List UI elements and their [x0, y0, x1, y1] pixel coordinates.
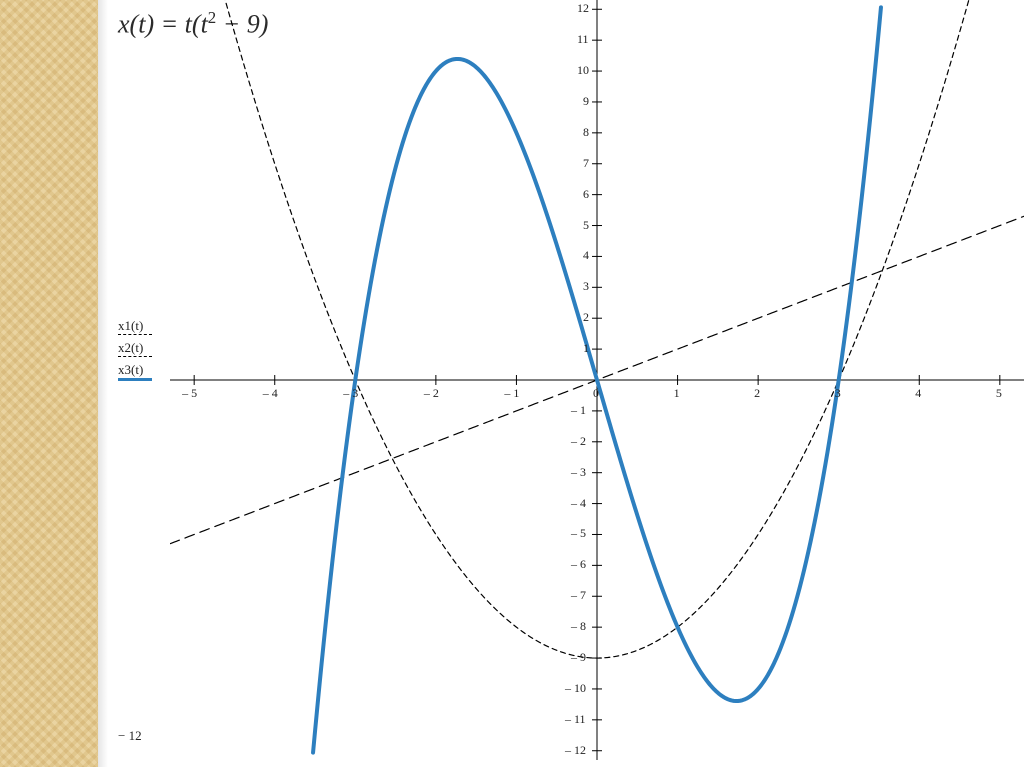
y-tick-label: – 11 — [565, 712, 586, 727]
y-tick-label: 11 — [577, 32, 589, 47]
legend-label: x3(t) — [118, 362, 143, 378]
y-tick-label: – 8 — [571, 619, 586, 634]
y-tick-label: – 5 — [571, 526, 586, 541]
y-tick-label: 7 — [583, 156, 589, 171]
series-legend: x1(t) x2(t) x3(t) — [118, 318, 152, 384]
legend-label: x1(t) — [118, 318, 143, 334]
x-tick-label: – 4 — [263, 386, 278, 401]
legend-row: x1(t) — [118, 318, 152, 340]
legend-row: x2(t) — [118, 340, 152, 362]
x-tick-label: 1 — [674, 386, 680, 401]
x-tick-label: 2 — [754, 386, 760, 401]
x-tick-label: – 5 — [182, 386, 197, 401]
x-tick-label: 5 — [996, 386, 1002, 401]
y-tick-label: – 1 — [571, 403, 586, 418]
decorative-side-shadow — [98, 0, 108, 767]
y-tick-label: 8 — [583, 125, 589, 140]
page-root: x(t) = t(t2 − 9) x1(t)x2(t)x3(t) − 12 — [0, 0, 1024, 767]
legend-swatch — [118, 378, 152, 381]
y-tick-label: 4 — [583, 248, 589, 263]
y-tick-label: 12 — [577, 1, 589, 16]
y-tick-label: 6 — [583, 187, 589, 202]
y-tick-label: 10 — [577, 63, 589, 78]
y-tick-label: – 6 — [571, 557, 586, 572]
legend-row: x3(t) — [118, 362, 152, 384]
x-tick-label: 4 — [915, 386, 921, 401]
y-tick-label: – 3 — [571, 465, 586, 480]
x-tick-label: – 2 — [424, 386, 439, 401]
y-tick-label: – 2 — [571, 434, 586, 449]
xy-plot — [170, 0, 1024, 760]
y-tick-label: – 10 — [565, 681, 586, 696]
ymin-annotation: − 12 — [118, 728, 142, 744]
legend-swatch — [118, 334, 152, 335]
y-tick-label: 2 — [583, 310, 589, 325]
y-tick-label: – 12 — [565, 743, 586, 758]
y-tick-label: 1 — [583, 341, 589, 356]
y-tick-label: – 4 — [571, 496, 586, 511]
legend-swatch — [118, 356, 152, 357]
x-tick-label: 3 — [835, 386, 841, 401]
legend-label: x2(t) — [118, 340, 143, 356]
y-tick-label: 3 — [583, 279, 589, 294]
plot-svg — [170, 0, 1024, 760]
y-tick-label: – 7 — [571, 588, 586, 603]
decorative-side-stripe — [0, 0, 98, 767]
x-tick-label: – 1 — [504, 386, 519, 401]
x-tick-label: – 3 — [343, 386, 358, 401]
y-tick-label: – 9 — [571, 650, 586, 665]
x-tick-label: 0 — [593, 386, 599, 401]
y-tick-label: 5 — [583, 218, 589, 233]
y-tick-label: 9 — [583, 94, 589, 109]
